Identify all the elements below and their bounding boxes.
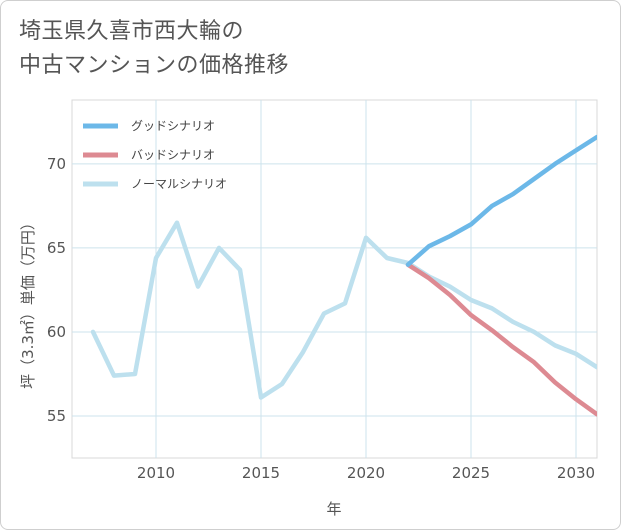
x-tick-label: 2015 [242, 464, 280, 482]
x-tick-label: 2025 [452, 464, 490, 482]
y-axis-title: 坪（3.3㎡）単価（万円） [19, 215, 37, 389]
series-line-good [405, 134, 597, 267]
chart-title: 埼玉県久喜市西大輪の 中古マンションの価格推移 [19, 15, 289, 83]
y-tick-label: 65 [47, 239, 66, 257]
x-tick-label: 2020 [347, 464, 385, 482]
chart-title-line-1: 埼玉県久喜市西大輪の [19, 19, 245, 44]
chart-title-line-2: 中古マンションの価格推移 [19, 53, 290, 78]
plot-frame [71, 99, 598, 459]
y-tick-label: 60 [47, 323, 66, 341]
axes: 55 60 65 70 2010 2015 2020 2025 2030 [47, 155, 595, 482]
x-tick-label: 2030 [557, 464, 595, 482]
series-line-bad [405, 262, 597, 417]
y-tick-label: 70 [47, 155, 66, 173]
series-lines [90, 134, 597, 417]
legend-label-good: グッドシナリオ [131, 119, 215, 133]
series-line-normal [90, 220, 597, 400]
legend-label-normal: ノーマルシナリオ [131, 177, 227, 191]
legend-label-bad: バッドシナリオ [131, 148, 215, 162]
x-tick-label: 2010 [137, 464, 175, 482]
x-axis-title: 年 [326, 500, 341, 518]
y-tick-label: 55 [47, 407, 66, 425]
